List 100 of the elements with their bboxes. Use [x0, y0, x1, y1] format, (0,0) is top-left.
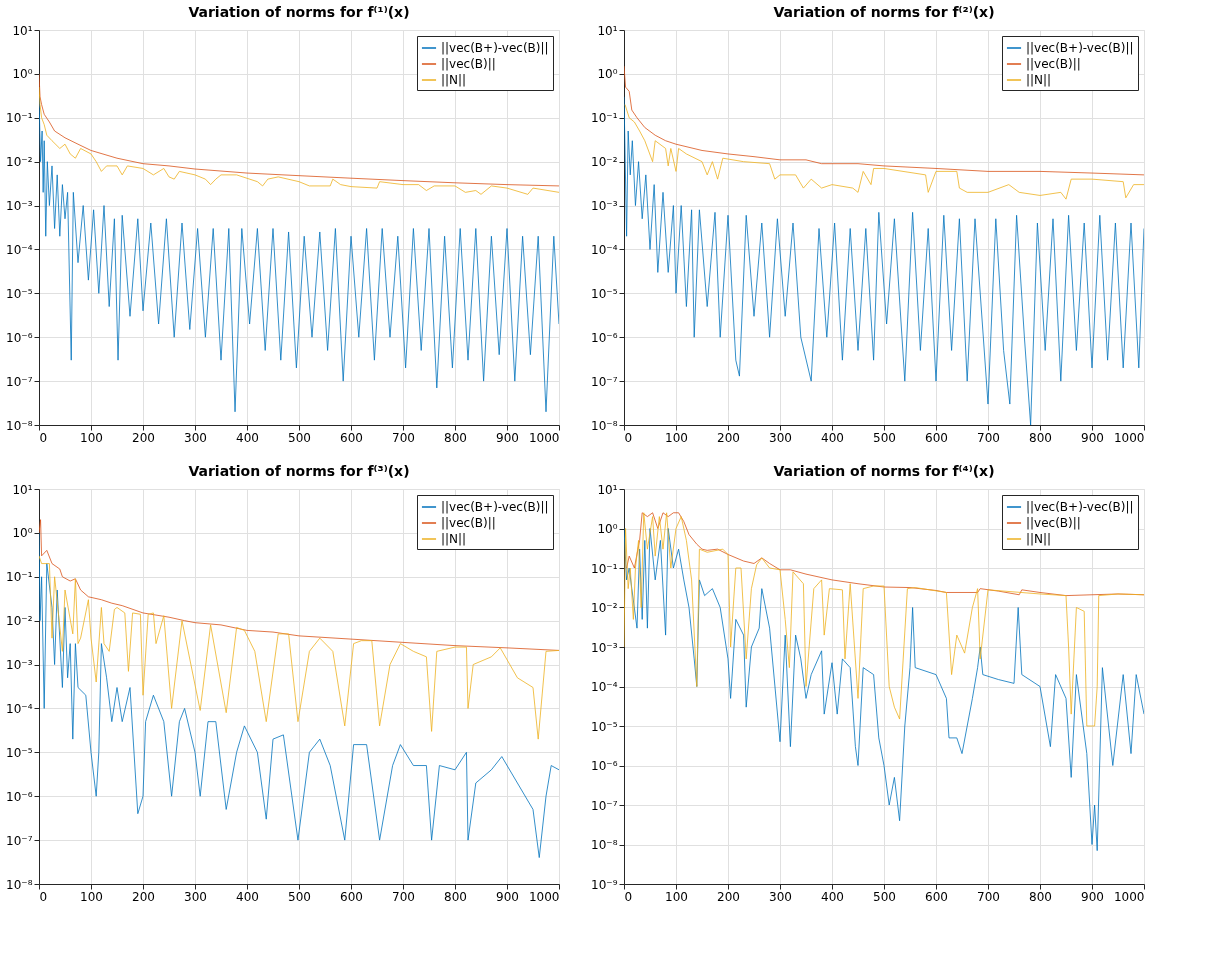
y-tick-label: 10¹ [597, 23, 618, 38]
y-tick-label: 10⁻¹ [6, 570, 33, 585]
legend-label: ||vec(B+)-vec(B)|| [441, 41, 549, 55]
y-tick-label: 10⁻³ [591, 640, 618, 655]
line-series [39, 86, 559, 195]
x-tick-label: 100 [80, 889, 103, 904]
x-tick-label: 0 [39, 889, 48, 904]
y-tick-label: 10⁻² [591, 155, 618, 170]
x-tick-label: 800 [444, 889, 467, 904]
y-tick-label: 10⁻⁷ [591, 374, 618, 389]
legend-label: ||N|| [441, 73, 467, 87]
x-tick-label: 700 [977, 430, 1000, 445]
y-tick-label: 10⁻³ [6, 658, 33, 673]
y-tick-label: 10⁻² [591, 601, 618, 615]
legend-label: ||vec(B)|| [441, 516, 496, 530]
x-tick-label: 700 [977, 889, 1000, 904]
x-tick-label: 900 [1081, 430, 1104, 445]
x-tick-label: 700 [392, 889, 415, 904]
legend-label: ||vec(B)|| [1026, 57, 1081, 71]
line-series [39, 555, 559, 740]
y-tick-label: 10⁻⁷ [6, 833, 33, 848]
y-tick-label: 10⁰ [12, 67, 33, 82]
line-series [624, 104, 1144, 200]
x-tick-label: 0 [39, 430, 48, 445]
y-tick-label: 10⁻⁷ [6, 374, 33, 389]
x-tick-label: 1000 [528, 430, 560, 445]
x-tick-label: 300 [769, 889, 792, 904]
legend-label: ||N|| [1026, 532, 1052, 546]
y-tick-label: 10⁻⁶ [591, 330, 618, 345]
y-tick-label: 10⁰ [12, 526, 33, 541]
y-tick-label: 10⁻⁸ [591, 838, 618, 852]
line-series [39, 73, 559, 187]
line-series [39, 532, 559, 858]
x-tick-label: 600 [340, 430, 363, 445]
x-tick-label: 200 [717, 430, 740, 445]
y-tick-label: 10⁻⁷ [591, 798, 618, 813]
x-tick-label: 800 [1029, 889, 1052, 904]
y-tick-label: 10⁻⁶ [6, 330, 33, 345]
x-tick-label: 200 [132, 430, 155, 445]
y-tick-label: 10⁻² [6, 614, 33, 629]
x-tick-label: 100 [665, 430, 688, 445]
y-tick-label: 10⁻⁶ [591, 759, 618, 773]
x-tick-label: 400 [236, 889, 259, 904]
x-tick-label: 500 [288, 430, 311, 445]
x-tick-label: 600 [925, 889, 948, 904]
x-tick-label: 400 [821, 889, 844, 904]
x-tick-label: 800 [1029, 430, 1052, 445]
x-tick-label: 1000 [1113, 889, 1145, 904]
x-tick-label: 800 [444, 430, 467, 445]
x-tick-label: 100 [665, 889, 688, 904]
chart-title: Variation of norms for f⁽³⁾(x) [188, 463, 410, 479]
x-tick-label: 500 [288, 889, 311, 904]
y-tick-label: 10⁰ [597, 522, 618, 536]
line-series [624, 528, 1144, 852]
y-tick-label: 10⁻⁵ [591, 719, 618, 734]
x-tick-label: 100 [80, 430, 103, 445]
y-tick-label: 10⁻³ [6, 199, 33, 214]
y-tick-label: 10¹ [597, 482, 618, 497]
x-tick-label: 200 [132, 889, 155, 904]
x-tick-label: 1000 [528, 889, 560, 904]
y-tick-label: 10⁰ [597, 67, 618, 82]
legend-label: ||N|| [1026, 73, 1052, 87]
x-tick-label: 300 [184, 430, 207, 445]
x-tick-label: 500 [873, 430, 896, 445]
y-tick-label: 10⁻⁵ [6, 745, 33, 760]
y-tick-label: 10⁻³ [591, 199, 618, 214]
x-tick-label: 200 [717, 889, 740, 904]
x-tick-label: 300 [184, 889, 207, 904]
y-tick-label: 10⁻⁴ [6, 242, 33, 257]
y-tick-label: 10¹ [12, 23, 33, 38]
legend-label: ||N|| [441, 532, 467, 546]
y-tick-label: 10⁻⁸ [591, 418, 618, 433]
y-tick-label: 10⁻¹ [6, 111, 33, 126]
x-tick-label: 700 [392, 430, 415, 445]
chart-title: Variation of norms for f⁽²⁾(x) [773, 4, 995, 20]
line-series [624, 512, 1144, 727]
y-tick-label: 10⁻⁶ [6, 789, 33, 804]
chart-title: Variation of norms for f⁽⁴⁾(x) [773, 463, 995, 479]
y-tick-label: 10¹ [12, 482, 33, 497]
legend-label: ||vec(B+)-vec(B)|| [1026, 41, 1134, 55]
legend-label: ||vec(B+)-vec(B)|| [441, 500, 549, 514]
y-tick-label: 10⁻¹ [591, 111, 618, 126]
chart-title: Variation of norms for f⁽¹⁾(x) [188, 4, 410, 20]
legend-label: ||vec(B)|| [1026, 516, 1081, 530]
x-tick-label: 600 [925, 430, 948, 445]
y-tick-label: 10⁻² [6, 155, 33, 170]
y-tick-label: 10⁻⁵ [591, 286, 618, 301]
x-tick-label: 900 [496, 430, 519, 445]
y-tick-label: 10⁻⁴ [591, 680, 618, 694]
y-tick-label: 10⁻⁹ [591, 877, 618, 892]
y-tick-label: 10⁻⁸ [6, 877, 33, 892]
x-tick-label: 900 [496, 889, 519, 904]
y-tick-label: 10⁻¹ [591, 561, 618, 576]
y-tick-label: 10⁻⁴ [591, 242, 618, 257]
x-tick-label: 0 [624, 889, 633, 904]
x-tick-label: 1000 [1113, 430, 1145, 445]
x-tick-label: 600 [340, 889, 363, 904]
x-tick-label: 0 [624, 430, 633, 445]
y-tick-label: 10⁻⁸ [6, 418, 33, 433]
x-tick-label: 400 [236, 430, 259, 445]
